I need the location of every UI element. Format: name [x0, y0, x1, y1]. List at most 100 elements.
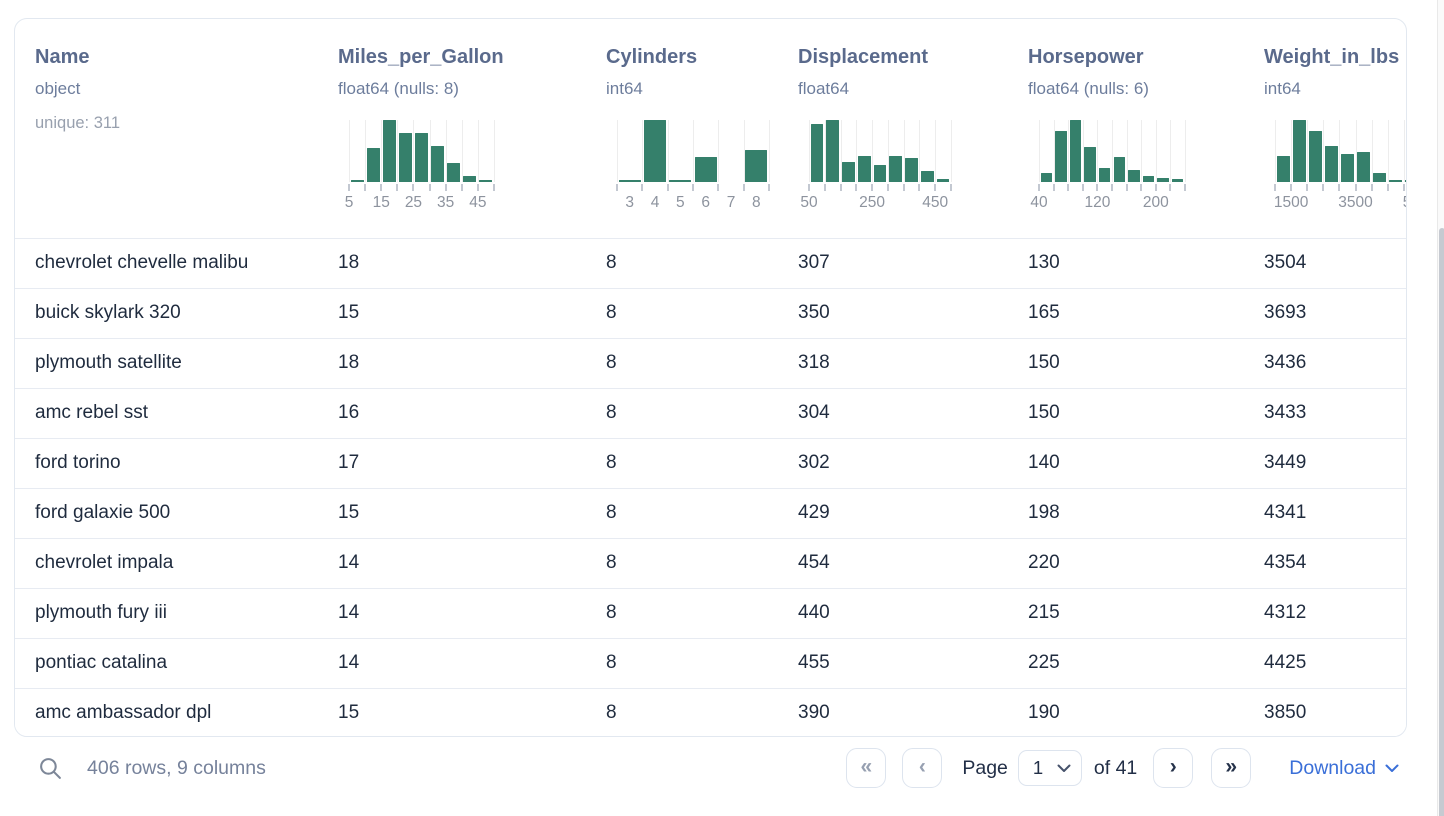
axis-tick: [871, 184, 873, 191]
table-row[interactable]: plymouth satellite 18 8 318 150 3436: [15, 338, 1406, 388]
table-cell: 3436: [1264, 352, 1307, 373]
grid-line: [769, 120, 770, 182]
axis-tick: [429, 184, 431, 191]
axis-tick: [1290, 184, 1292, 191]
grid-line: [349, 120, 350, 182]
grid-line: [904, 120, 905, 182]
histogram-bar: [1324, 146, 1338, 182]
table-cell: 215: [1028, 602, 1060, 623]
axis-tick: [934, 184, 936, 191]
table-cell: 15: [338, 302, 360, 323]
axis-tick: [1274, 184, 1276, 191]
table-row[interactable]: plymouth fury iii 14 8 440 215 4312: [15, 588, 1406, 638]
grid-line: [1112, 120, 1113, 182]
column-type: int64: [606, 79, 643, 98]
table-cell: 4425: [1264, 652, 1307, 673]
search-button[interactable]: [38, 755, 64, 781]
histogram-plot: [1275, 120, 1406, 182]
table-cell: 440: [798, 602, 830, 623]
grid-line: [1339, 120, 1340, 182]
table-cell: 130: [1028, 252, 1060, 273]
table-cell: 429: [798, 502, 830, 523]
table-row[interactable]: ford galaxie 500 15 8 429 198 4341: [15, 488, 1406, 538]
table-cell: 8: [606, 502, 617, 523]
grid-line: [809, 120, 810, 182]
table-cell: 390: [798, 702, 830, 723]
download-button[interactable]: Download: [1289, 757, 1399, 780]
axis-tick: [743, 184, 745, 191]
histogram-bar: [920, 171, 934, 182]
table-cell: 3504: [1264, 252, 1307, 273]
axis-tick: [950, 184, 952, 191]
prev-page-button[interactable]: ‹: [902, 748, 943, 788]
axis-tick: [903, 184, 905, 191]
table-cell: amc ambassador dpl: [35, 702, 212, 723]
grid-line: [718, 120, 719, 182]
grid-line: [872, 120, 873, 182]
first-page-button[interactable]: «: [846, 748, 887, 788]
last-page-button[interactable]: »: [1211, 748, 1252, 788]
table-cell: 190: [1028, 702, 1060, 723]
grid-line: [825, 120, 826, 182]
grid-line: [642, 120, 643, 182]
axis-tick: [824, 184, 826, 191]
table-row[interactable]: chevrolet chevelle malibu 18 8 307 130 3504: [15, 238, 1406, 288]
column-header-weight_in_lbs[interactable]: Weight_in_lbs int64 1500 3500 5500: [1244, 19, 1406, 238]
axis-tick-label: 5500: [1398, 194, 1406, 212]
grid-line: [1054, 120, 1055, 182]
histogram-bar: [889, 156, 903, 182]
table-cell: 8: [606, 302, 617, 323]
axis-tick: [1169, 184, 1171, 191]
scrollbar-thumb[interactable]: [1439, 228, 1444, 816]
histogram-bar: [1157, 178, 1169, 182]
grid-line: [365, 120, 366, 182]
axis-tick: [1067, 184, 1069, 191]
column-header-horsepower[interactable]: Horsepower float64 (nulls: 6) 40 120 200: [1008, 19, 1244, 238]
table-row[interactable]: amc rebel sst 16 8 304 150 3433: [15, 388, 1406, 438]
column-header-displacement[interactable]: Displacement float64 50 250 450: [778, 19, 1008, 238]
table-cell: buick skylark 320: [35, 302, 181, 323]
grid-line: [494, 120, 495, 182]
column-header-name[interactable]: Name object unique: 311: [15, 19, 318, 238]
table-cell: 8: [606, 552, 617, 573]
table-row[interactable]: amc ambassador dpl 15 8 390 190 3850: [15, 688, 1406, 736]
column-histogram: 1500 3500 5500: [1274, 120, 1406, 212]
axis-tick: [1371, 184, 1373, 191]
page-count-label: of 41: [1093, 756, 1138, 779]
grid-line: [381, 120, 382, 182]
histogram-bar: [1340, 154, 1355, 182]
axis-tick: [1038, 184, 1040, 191]
axis-tick: [493, 184, 495, 191]
table-cell: 15: [338, 502, 360, 523]
table-cell: 4312: [1264, 602, 1307, 623]
table-cell: 165: [1028, 302, 1060, 323]
axis-tick-label: 7: [726, 194, 736, 211]
axis-tick-label: 1500: [1273, 194, 1309, 211]
column-header-miles_per_gallon[interactable]: Miles_per_Gallon float64 (nulls: 8) 5 15 25 3…: [318, 19, 586, 238]
table-cell: 3693: [1264, 302, 1307, 323]
table-cell: 14: [338, 552, 360, 573]
table-row[interactable]: pontiac catalina 14 8 455 225 4425: [15, 638, 1406, 688]
table-row[interactable]: ford torino 17 8 302 140 3449: [15, 438, 1406, 488]
histogram-bar: [857, 156, 871, 182]
table-cell: plymouth satellite: [35, 352, 182, 373]
grid-line: [841, 120, 842, 182]
histogram-bar: [1098, 168, 1111, 182]
table-cell: 14: [338, 602, 360, 623]
table-header-row: Name object unique: 311 Miles_per_Gallon flo…: [15, 19, 1406, 238]
table-row[interactable]: chevrolet impala 14 8 454 220 4354: [15, 538, 1406, 588]
table-row[interactable]: buick skylark 320 15 8 350 165 3693: [15, 288, 1406, 338]
histogram-bar: [398, 133, 412, 182]
column-name: Name: [35, 46, 90, 68]
page-select[interactable]: 1: [1017, 750, 1082, 786]
grid-line: [413, 120, 414, 182]
column-header-cylinders[interactable]: Cylinders int64 3 4 5 6 7 8: [586, 19, 778, 238]
column-name: Displacement: [798, 46, 929, 68]
page-select-value: 1: [1032, 757, 1044, 778]
table-cell: 150: [1028, 352, 1060, 373]
grid-line: [1404, 120, 1405, 182]
column-name: Miles_per_Gallon: [338, 46, 504, 68]
next-page-button[interactable]: ›: [1153, 748, 1194, 788]
grid-line: [1083, 120, 1084, 182]
